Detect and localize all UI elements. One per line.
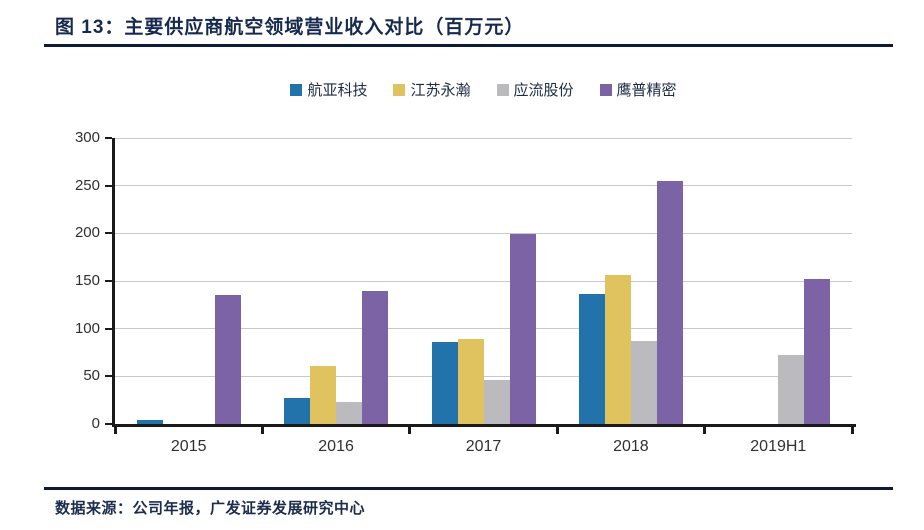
footer-divider <box>44 487 893 490</box>
y-axis-tick <box>105 327 112 330</box>
data-source-text: 数据来源：公司年报，广发证券发展研究中心 <box>55 500 366 517</box>
bar-鹰普精密-2016 <box>362 290 389 424</box>
gridline <box>115 375 852 377</box>
bar-航亚科技-2018 <box>578 294 605 424</box>
y-axis-label: 100 <box>74 319 100 337</box>
bar-江苏永瀚-2017 <box>457 339 484 424</box>
y-axis-label: 200 <box>74 224 100 242</box>
gridline <box>115 137 852 139</box>
legend-label: 应流股份 <box>513 82 574 99</box>
y-axis-label: 250 <box>74 176 100 194</box>
legend-swatch-icon <box>599 83 612 96</box>
y-axis-tick <box>105 423 112 425</box>
legend-label: 江苏永瀚 <box>410 82 471 99</box>
x-axis-label: 2019H1 <box>750 438 807 455</box>
gridline <box>115 328 852 330</box>
bar-应流股份-2018 <box>630 341 657 424</box>
gridline <box>115 232 852 234</box>
gridline <box>115 280 852 282</box>
legend-label: 航亚科技 <box>307 82 368 99</box>
x-axis-tick <box>703 427 707 434</box>
y-axis-tick <box>105 280 112 282</box>
bar-应流股份-2017 <box>483 380 510 424</box>
x-axis-tick <box>850 427 854 434</box>
x-axis-label: 2018 <box>613 438 649 455</box>
bar-江苏永瀚-2018 <box>604 275 631 424</box>
chart-legend: 航亚科技 江苏永瀚 应流股份 鹰普精密 <box>115 79 852 100</box>
y-axis-tick <box>105 184 112 187</box>
legend-item-江苏永瀚: 江苏永瀚 <box>393 79 471 100</box>
x-axis-tick <box>260 427 264 434</box>
y-axis-tick <box>105 232 112 235</box>
legend-label: 鹰普精密 <box>616 82 677 99</box>
legend-swatch-icon <box>393 83 406 96</box>
bar-航亚科技-2015 <box>136 420 163 424</box>
x-axis-tick <box>555 427 559 434</box>
bar-航亚科技-2017 <box>431 342 458 424</box>
y-axis-label: 300 <box>74 129 100 146</box>
bar-鹰普精密-2018 <box>656 180 683 424</box>
bar-江苏永瀚-2016 <box>310 365 337 424</box>
y-axis-label: 150 <box>74 272 100 289</box>
legend-item-应流股份: 应流股份 <box>496 79 574 100</box>
bar-鹰普精密-2017 <box>509 234 536 424</box>
gridline <box>115 185 852 187</box>
legend-item-航亚科技: 航亚科技 <box>290 79 367 100</box>
bar-航亚科技-2016 <box>284 398 311 424</box>
legend-item-鹰普精密: 鹰普精密 <box>599 79 677 100</box>
y-axis-tick <box>105 375 112 378</box>
title-divider <box>44 44 893 47</box>
figure-title: 图 13：主要供应商航空领域营业收入对比（百万元） <box>55 17 525 38</box>
x-axis-label: 2016 <box>318 438 354 455</box>
y-axis-tick <box>105 137 112 139</box>
bar-鹰普精密-2015 <box>214 295 241 424</box>
x-axis-line <box>112 424 856 427</box>
y-axis-label: 50 <box>83 367 100 385</box>
x-axis-label: 2017 <box>465 438 502 455</box>
x-axis-tick <box>113 427 117 434</box>
bar-应流股份-2019H1 <box>778 355 805 424</box>
y-axis-label: 0 <box>91 415 100 432</box>
bar-鹰普精密-2019H1 <box>804 279 831 424</box>
x-axis-label: 2015 <box>170 438 207 455</box>
legend-swatch-icon <box>496 83 509 96</box>
y-axis-line <box>112 138 115 427</box>
legend-swatch-icon <box>290 83 303 96</box>
bar-应流股份-2016 <box>336 402 363 424</box>
x-axis-tick <box>408 427 412 434</box>
